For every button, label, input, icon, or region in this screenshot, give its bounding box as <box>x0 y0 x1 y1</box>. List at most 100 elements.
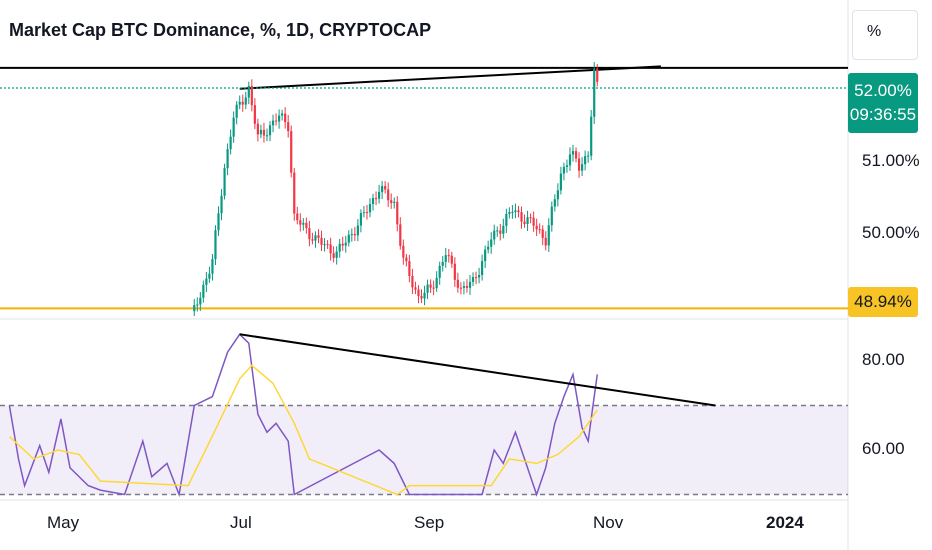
candle-body <box>214 230 217 260</box>
candle-body <box>399 224 402 246</box>
candle-body <box>308 228 311 240</box>
candle-body <box>423 292 426 299</box>
chart-title: Market Cap BTC Dominance, %, 1D, CRYPTOC… <box>9 20 432 40</box>
candle-body <box>571 151 575 155</box>
candle-body <box>526 217 529 225</box>
candle-body <box>271 120 275 126</box>
candle-body <box>368 204 372 213</box>
percent-scale-button[interactable]: % <box>852 10 918 60</box>
candle-body <box>281 113 284 116</box>
rsi-tick-label: 80.00 <box>862 350 905 369</box>
candle-body <box>259 129 263 135</box>
candle-body <box>232 117 235 137</box>
candle-body <box>444 255 447 262</box>
candle-body <box>250 86 253 106</box>
rsi-trendline[interactable] <box>239 333 716 407</box>
candle-body <box>441 261 444 266</box>
price-tick-label: 51.00% <box>862 151 920 170</box>
candle-body <box>287 122 290 132</box>
candle-body <box>484 249 487 262</box>
candle-body <box>538 229 541 231</box>
candle-body <box>193 305 196 312</box>
rsi-tick-label: 60.00 <box>862 439 905 458</box>
candle-body <box>474 277 478 279</box>
rsi-ma-line <box>8 364 598 496</box>
candle-body <box>477 274 481 278</box>
candle-body <box>335 251 338 258</box>
candle-body <box>487 246 490 250</box>
candle-body <box>323 244 326 246</box>
candle-body <box>574 151 578 159</box>
candle-body <box>217 213 220 231</box>
time-label-may: May <box>47 513 80 532</box>
support-level-tag: 48.94% <box>848 287 918 317</box>
candle-body <box>278 115 281 122</box>
candle-body <box>377 191 381 199</box>
candle-body <box>405 257 408 262</box>
candle-body <box>314 235 317 241</box>
price-trendline[interactable] <box>239 65 661 90</box>
candle-body <box>302 222 305 225</box>
candle-body <box>229 136 232 150</box>
candle-body <box>205 278 208 285</box>
candle-body <box>577 158 581 171</box>
candle-body <box>565 165 569 167</box>
candle-body <box>371 198 375 205</box>
candle-body <box>384 186 387 190</box>
candle-body <box>581 164 584 171</box>
candle-body <box>468 281 472 288</box>
candle-body <box>493 230 496 240</box>
candle-body <box>584 156 587 165</box>
candle-body <box>202 284 205 298</box>
candle-body <box>256 123 259 135</box>
candle-body <box>211 259 214 274</box>
candle-body <box>529 217 532 219</box>
candle-body <box>387 189 390 201</box>
current-price-tag: 52.00% 09:36:55 <box>848 73 918 133</box>
candle-body <box>220 195 223 214</box>
candle-body <box>559 173 562 191</box>
candle-body <box>274 120 278 122</box>
rsi-band-background <box>0 405 848 495</box>
candle-body <box>338 243 341 252</box>
candle-body <box>411 276 414 288</box>
candle-body <box>350 234 353 236</box>
candle-body <box>235 104 238 118</box>
candle-body <box>359 213 363 226</box>
candle-body <box>241 101 244 105</box>
candle-body <box>226 149 229 169</box>
candle-body <box>414 287 417 290</box>
candle-body <box>268 125 272 136</box>
bar-countdown: 09:36:55 <box>849 105 917 124</box>
candles-group <box>193 62 599 317</box>
candle-body <box>408 261 411 277</box>
candle-body <box>590 116 593 156</box>
candle-body <box>438 265 441 278</box>
candle-body <box>465 286 469 288</box>
candle-body <box>587 155 590 157</box>
candle-body <box>381 186 384 192</box>
candle-body <box>196 304 199 306</box>
candle-body <box>344 242 347 246</box>
candle-body <box>450 255 453 264</box>
candle-body <box>199 297 202 305</box>
candle-body <box>341 243 344 246</box>
candle-body <box>299 220 302 225</box>
candle-body <box>374 198 378 200</box>
candle-body <box>296 213 299 221</box>
candle-body <box>347 234 350 243</box>
candle-body <box>362 212 366 214</box>
candle-body <box>329 244 332 254</box>
candle-body <box>459 287 462 289</box>
candle-body <box>429 284 432 288</box>
candle-body <box>435 277 438 289</box>
candle-body <box>514 210 517 212</box>
candle-body <box>520 212 523 222</box>
candle-body <box>568 154 572 166</box>
candle-body <box>432 287 435 289</box>
candle-body <box>253 105 256 124</box>
candle-body <box>353 234 356 236</box>
candle-body <box>396 201 399 225</box>
candle-body <box>447 255 450 257</box>
